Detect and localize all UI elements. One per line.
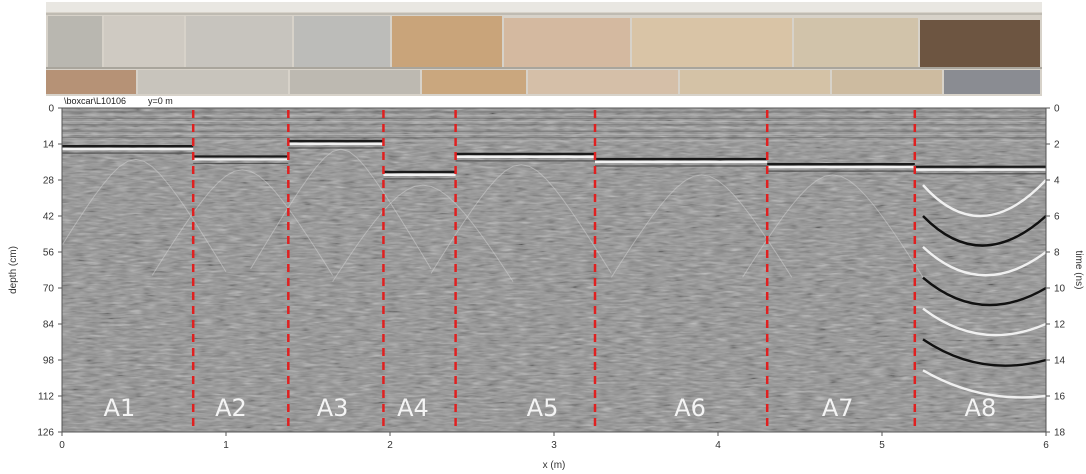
segment-label-a5: A5	[527, 394, 559, 422]
diffraction-hyperbola	[250, 148, 432, 270]
time-tick-label: 6	[1054, 212, 1060, 223]
diffraction-hyperbola	[332, 184, 514, 282]
time-tick-label: 4	[1054, 176, 1060, 187]
x-tick-label: 6	[1043, 440, 1049, 451]
dipping-reflector	[922, 369, 1046, 399]
y-axis-left-title: depth (cm)	[8, 246, 19, 294]
depth-tick-label: 84	[43, 320, 55, 331]
y-axis-right-title: time (ns)	[1073, 251, 1084, 290]
time-tick-label: 2	[1054, 140, 1060, 151]
depth-tick-label: 112	[38, 392, 54, 403]
time-tick-label: 18	[1054, 428, 1066, 439]
radargram-texture	[62, 108, 1046, 432]
dipping-reflector	[922, 215, 1046, 247]
time-tick-label: 10	[1054, 284, 1066, 295]
time-tick-label: 16	[1054, 392, 1066, 403]
time-tick-label: 8	[1054, 248, 1060, 259]
wall-photo	[46, 2, 1042, 96]
depth-tick-label: 70	[43, 284, 55, 295]
segment-label-a2: A2	[215, 394, 247, 422]
dipping-reflector	[922, 179, 1046, 218]
x-tick-label: 3	[551, 440, 557, 451]
x-tick-label: 0	[59, 440, 65, 451]
depth-tick-label: 98	[43, 356, 55, 367]
time-tick-label: 0	[1054, 104, 1060, 115]
depth-tick-label: 14	[43, 140, 55, 151]
file-label: \boxcar\L10106	[64, 96, 126, 106]
dipping-reflector	[922, 338, 1046, 367]
segment-label-a3: A3	[317, 394, 349, 422]
x-tick-label: 1	[223, 440, 229, 451]
dipping-reflector	[922, 307, 1046, 337]
segment-label-a8: A8	[965, 394, 997, 422]
diffraction-hyperbola	[430, 164, 612, 274]
x-tick-label: 5	[879, 440, 885, 451]
segment-label-a7: A7	[822, 394, 854, 422]
position-label: y=0 m	[148, 96, 173, 106]
dipping-reflector	[922, 276, 1046, 307]
diffraction-hyperbola	[62, 158, 227, 273]
dipping-reflector	[922, 246, 1046, 277]
depth-tick-label: 28	[43, 176, 55, 187]
x-axis-title: x (m)	[543, 460, 566, 471]
depth-tick-label: 0	[48, 104, 54, 115]
diffraction-hyperbola	[610, 174, 793, 278]
segment-label-a1: A1	[104, 394, 136, 422]
time-tick-label: 14	[1054, 356, 1066, 367]
x-tick-label: 4	[715, 440, 721, 451]
time-tick-label: 12	[1054, 320, 1066, 331]
segment-label-a6: A6	[674, 394, 706, 422]
x-tick-label: 2	[387, 440, 393, 451]
diffraction-hyperbola	[151, 169, 334, 276]
depth-tick-label: 42	[43, 212, 55, 223]
segment-label-a4: A4	[397, 394, 429, 422]
depth-tick-label: 56	[43, 248, 55, 259]
diffraction-hyperbola	[742, 174, 924, 278]
depth-tick-label: 126	[37, 428, 54, 439]
